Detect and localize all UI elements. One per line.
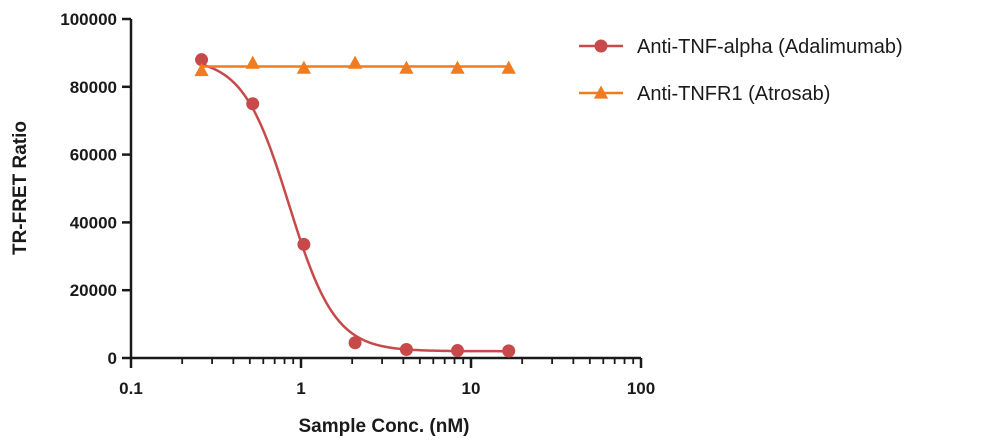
series-1 <box>194 55 516 77</box>
data-point <box>501 60 516 74</box>
data-point <box>399 343 413 357</box>
y-tick-label: 20000 <box>70 281 117 300</box>
y-axis-title: TR-FRET Ratio <box>10 121 31 255</box>
data-point <box>347 55 363 69</box>
data-point <box>502 344 516 358</box>
y-tick-label: 60000 <box>70 146 117 165</box>
data-point <box>195 53 209 67</box>
legend-item-1: Anti-TNFR1 (Atrosab) <box>579 83 830 105</box>
x-tick-label: 10 <box>462 379 481 398</box>
data-point <box>194 63 209 77</box>
data-point <box>450 60 465 74</box>
y-tick-label: 0 <box>108 349 117 368</box>
data-point <box>348 336 362 350</box>
legend-marker <box>594 39 608 53</box>
legend-label: Anti-TNFR1 (Atrosab) <box>637 83 830 105</box>
x-tick-label: 1 <box>296 379 305 398</box>
legend-item-0: Anti-TNF-alpha (Adalimumab) <box>579 36 903 58</box>
y-tick-label: 40000 <box>70 213 117 232</box>
data-point <box>399 60 414 74</box>
series-layer <box>194 53 516 358</box>
data-point <box>245 55 260 69</box>
x-tick-label: 0.1 <box>119 379 143 398</box>
axes: 0 20000 40000 60000 80000 100000 0.1 1 10 100 <box>60 10 655 398</box>
legend-marker <box>593 85 609 99</box>
data-point <box>451 344 465 358</box>
y-ticks: 0 20000 40000 60000 80000 100000 <box>60 10 131 368</box>
data-point <box>297 237 311 251</box>
data-point <box>296 60 312 74</box>
data-point <box>246 97 260 111</box>
x-axis-title: Sample Conc. (nM) <box>298 416 469 437</box>
legend: Anti-TNF-alpha (Adalimumab) Anti-TNFR1 (A… <box>579 36 903 105</box>
y-tick-label: 80000 <box>70 78 117 97</box>
series-0 <box>195 53 516 358</box>
x-ticks: 0.1 1 10 100 <box>119 358 655 398</box>
y-tick-label: 100000 <box>60 10 117 29</box>
x-tick-label: 100 <box>627 379 655 398</box>
legend-label: Anti-TNF-alpha (Adalimumab) <box>637 36 903 58</box>
